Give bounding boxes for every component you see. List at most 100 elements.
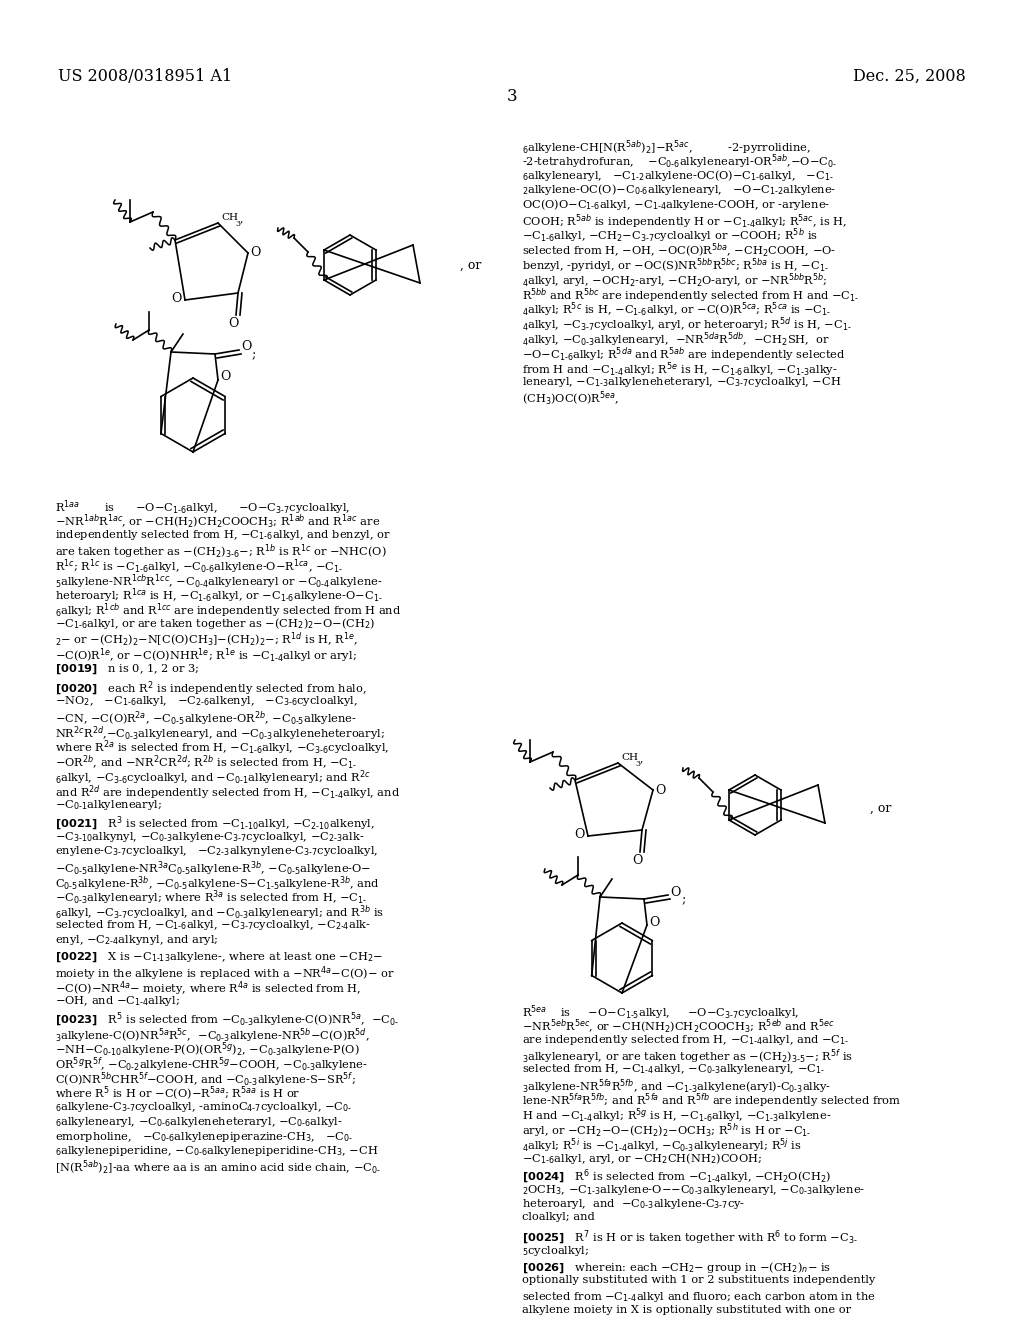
Text: $_6$alkylenearyl,   $-$C$_{1\text{-}2}$alkylene-OC(O)$-$C$_{1\text{-}6}$alkyl,  : $_6$alkylenearyl, $-$C$_{1\text{-}2}$alk…	[522, 168, 834, 182]
Text: lenearyl, $-$C$_{1\text{-}3}$alkyleneheteraryl, $-$C$_{3\text{-}7}$cycloalkyl, $: lenearyl, $-$C$_{1\text{-}3}$alkylenehet…	[522, 375, 842, 389]
Text: $_6$alkylene-C$_{3\text{-}7}$cycloalkyl, -aminoC$_{4\text{-}7}$cycloalkyl, $-$C$: $_6$alkylene-C$_{3\text{-}7}$cycloalkyl,…	[55, 1100, 352, 1114]
Text: (CH$_3$)OC(O)R$^{5ea}$,: (CH$_3$)OC(O)R$^{5ea}$,	[522, 389, 618, 408]
Text: selected from H, $-$C$_{1\text{-}6}$alkyl, $-$C$_{3\text{-}7}$cycloalkyl, $-$C$_: selected from H, $-$C$_{1\text{-}6}$alky…	[55, 919, 371, 932]
Text: enyl, $-$C$_{2\text{-}4}$alkynyl, and aryl;: enyl, $-$C$_{2\text{-}4}$alkynyl, and ar…	[55, 933, 218, 948]
Text: $-$NR$^{1ab}$R$^{1ac}$, or $-$CH(H$_2$)CH$_2$COOCH$_3$; R$^{1ab}$ and R$^{1ac}$ : $-$NR$^{1ab}$R$^{1ac}$, or $-$CH(H$_2$)C…	[55, 512, 380, 531]
Text: $-$C$_{1\text{-}6}$alkyl, aryl, or $-$CH$_2$CH(NH$_2$)COOH;: $-$C$_{1\text{-}6}$alkyl, aryl, or $-$CH…	[522, 1151, 762, 1166]
Text: $_5$cycloalkyl;: $_5$cycloalkyl;	[522, 1243, 589, 1258]
Text: $-$NR$^{5eb}$R$^{5ec}$, or $-$CH(NH$_2$)CH$_2$COOCH$_3$; R$^{5eb}$ and R$^{5ec}$: $-$NR$^{5eb}$R$^{5ec}$, or $-$CH(NH$_2$)…	[522, 1018, 835, 1036]
Text: $_4$alkyl, aryl, $-$OCH$_2$-aryl, $-$CH$_2$O-aryl, or $-$NR$^{5bb}$R$^{5b}$;: $_4$alkyl, aryl, $-$OCH$_2$-aryl, $-$CH$…	[522, 271, 827, 290]
Text: Dec. 25, 2008: Dec. 25, 2008	[853, 69, 966, 84]
Text: $\mathbf{[0020]}$   each R$^2$ is independently selected from halo,: $\mathbf{[0020]}$ each R$^2$ is independ…	[55, 680, 367, 698]
Text: $-$C(O)R$^{1e}$, or $-$C(O)NHR$^{1e}$; R$^{1e}$ is $-$C$_{1\text{-}4}$alkyl or a: $-$C(O)R$^{1e}$, or $-$C(O)NHR$^{1e}$; R…	[55, 645, 356, 664]
Text: $\mathbf{[0019]}$   n is 0, 1, 2 or 3;: $\mathbf{[0019]}$ n is 0, 1, 2 or 3;	[55, 663, 200, 676]
Text: O: O	[632, 854, 642, 867]
Text: $-$C(O)$-$NR$^{4a}$$-$ moiety, where R$^{4a}$ is selected from H,: $-$C(O)$-$NR$^{4a}$$-$ moiety, where R$^…	[55, 979, 361, 998]
Text: $\mathbf{[0022]}$   X is $-$C$_{1\text{-}13}$alkylene-, where at least one $-$CH: $\mathbf{[0022]}$ X is $-$C$_{1\text{-}1…	[55, 950, 383, 964]
Text: aryl, or $-$CH$_2$$-$O$-$(CH$_2$)$_2$$-$OCH$_3$; R$^{5h}$ is H or $-$C$_{1\text{: aryl, or $-$CH$_2$$-$O$-$(CH$_2$)$_2$$-$…	[522, 1122, 811, 1140]
Text: selected from $-$C$_{1\text{-}4}$alkyl and fluoro; each carbon atom in the: selected from $-$C$_{1\text{-}4}$alkyl a…	[522, 1290, 876, 1304]
Text: $\mathbf{[0024]}$   R$^6$ is selected from $-$C$_{1\text{-}4}$alkyl, $-$CH$_2$O(: $\mathbf{[0024]}$ R$^6$ is selected from…	[522, 1168, 831, 1185]
Text: 3: 3	[635, 760, 640, 768]
Text: selected from H, $-$C$_{1\text{-}4}$alkyl, $-$C$_{0\text{-}3}$alkylenearyl, $-$C: selected from H, $-$C$_{1\text{-}4}$alky…	[522, 1063, 825, 1076]
Text: heteroaryl,  and  $-$C$_{0\text{-}3}$alkylene-C$_{3\text{-}7}$cy-: heteroaryl, and $-$C$_{0\text{-}3}$alkyl…	[522, 1197, 745, 1212]
Text: selected from H, $-$OH, $-$OC(O)R$^{5ba}$, $-$CH$_2$COOH, $-$O-: selected from H, $-$OH, $-$OC(O)R$^{5ba}…	[522, 242, 837, 260]
Text: $_6$alkylenepiperidine, $-$C$_{0\text{-}6}$alkylenepiperidine-CH$_3$, $-$CH: $_6$alkylenepiperidine, $-$C$_{0\text{-}…	[55, 1144, 378, 1159]
Text: US 2008/0318951 A1: US 2008/0318951 A1	[58, 69, 232, 84]
Text: O: O	[250, 247, 260, 260]
Text: where R$^{2a}$ is selected from H, $-$C$_{1\text{-}6}$alkyl, $-$C$_{3\text{-}6}$: where R$^{2a}$ is selected from H, $-$C$…	[55, 739, 389, 758]
Text: $-$C$_{1\text{-}6}$alkyl, $-$CH$_2$$-$C$_{3\text{-}7}$cycloalkyl or $-$COOH; R$^: $-$C$_{1\text{-}6}$alkyl, $-$CH$_2$$-$C$…	[522, 227, 818, 246]
Text: OR$^{5g}$R$^{5f}$, $-$C$_{0\text{-}2}$alkylene-CHR$^{5g}$$-$COOH, $-$C$_{0\text{: OR$^{5g}$R$^{5f}$, $-$C$_{0\text{-}2}$al…	[55, 1056, 368, 1074]
Text: CH: CH	[621, 752, 638, 762]
Text: O: O	[655, 784, 666, 796]
Text: $_6$alkyl, $-$C$_{3\text{-}6}$cycloalkyl, and $-$C$_{0\text{-}1}$alkylenearyl; a: $_6$alkyl, $-$C$_{3\text{-}6}$cycloalkyl…	[55, 768, 371, 787]
Text: R$^{1aa}$       is      $-$O$-$C$_{1\text{-}6}$alkyl,      $-$O$-$C$_{3\text{-}7: R$^{1aa}$ is $-$O$-$C$_{1\text{-}6}$alky…	[55, 498, 350, 516]
Text: $_6$alkyl, $-$C$_{3\text{-}7}$cycloalkyl, and $-$C$_{0\text{-}3}$alkylenearyl; a: $_6$alkyl, $-$C$_{3\text{-}7}$cycloalkyl…	[55, 904, 384, 923]
Text: ,: ,	[240, 213, 244, 223]
Text: heteroaryl; R$^{1ca}$ is H, $-$C$_{1\text{-}6}$alkyl, or $-$C$_{1\text{-}6}$alky: heteroaryl; R$^{1ca}$ is H, $-$C$_{1\tex…	[55, 587, 383, 606]
Text: COOH; R$^{5ab}$ is independently H or $-$C$_{1\text{-}4}$alkyl; R$^{5ac}$, is H,: COOH; R$^{5ab}$ is independently H or $-…	[522, 213, 847, 231]
Text: $_4$alkyl, $-$C$_{3\text{-}7}$cycloalkyl, aryl, or heteroaryl; R$^{5d}$ is H, $-: $_4$alkyl, $-$C$_{3\text{-}7}$cycloalkyl…	[522, 315, 852, 334]
Text: $\mathbf{[0023]}$   R$^5$ is selected from $-$C$_{0\text{-}3}$alkylene-C(O)NR$^{: $\mathbf{[0023]}$ R$^5$ is selected from…	[55, 1011, 399, 1030]
Text: $-$C$_{0\text{-}1}$alkylenearyl;: $-$C$_{0\text{-}1}$alkylenearyl;	[55, 799, 162, 812]
Text: alkylene moiety in X is optionally substituted with one or: alkylene moiety in X is optionally subst…	[522, 1305, 851, 1315]
Text: R$^{1c}$; R$^{1c}$ is $-$C$_{1\text{-}6}$alkyl, $-$C$_{0\text{-}6}$alkylene-O$-$: R$^{1c}$; R$^{1c}$ is $-$C$_{1\text{-}6}…	[55, 557, 343, 576]
Text: NR$^{2c}$R$^{2d}$,$-$C$_{0\text{-}3}$alkylenearyl, and $-$C$_{0\text{-}3}$alkyle: NR$^{2c}$R$^{2d}$,$-$C$_{0\text{-}3}$alk…	[55, 723, 385, 743]
Text: $\mathbf{[0026]}$   wherein: each $-$CH$_2$$-$ group in $-$(CH$_2$)$_n$$-$ is: $\mathbf{[0026]}$ wherein: each $-$CH$_2…	[522, 1261, 831, 1275]
Text: -2-tetrahydrofuran,    $-$C$_{0\text{-}6}$alkylenearyl-OR$^{5ab}$,$-$O$-$C$_{0\t: -2-tetrahydrofuran, $-$C$_{0\text{-}6}$a…	[522, 153, 837, 172]
Text: O: O	[171, 292, 181, 305]
Text: $_3$alkylene-C(O)NR$^{5a}$R$^{5c}$,  $-$C$_{0\text{-}3}$alkylene-NR$^{5b}$$-$C(O: $_3$alkylene-C(O)NR$^{5a}$R$^{5c}$, $-$C…	[55, 1026, 370, 1044]
Text: $_4$alkyl; R$^{5c}$ is H, $-$C$_{1\text{-}6}$alkyl, or $-$C(O)R$^{5ca}$; R$^{5ca: $_4$alkyl; R$^{5c}$ is H, $-$C$_{1\text{…	[522, 301, 831, 319]
Text: [N(R$^{5ab}$)$_2$]-aa where aa is an amino acid side chain, $-$C$_{0\text{-}}$: [N(R$^{5ab}$)$_2$]-aa where aa is an ami…	[55, 1159, 381, 1177]
Text: , or: , or	[870, 801, 891, 814]
Text: O: O	[241, 341, 251, 354]
Text: O: O	[574, 828, 585, 841]
Text: O: O	[220, 371, 230, 384]
Text: cloalkyl; and: cloalkyl; and	[522, 1212, 595, 1222]
Text: $_5$alkylene-NR$^{1cb}$R$^{1cc}$, $-$C$_{0\text{-}4}$alkylenearyl or $-$C$_{0\te: $_5$alkylene-NR$^{1cb}$R$^{1cc}$, $-$C$_…	[55, 572, 383, 590]
Text: $_3$alkylene-NR$^{5fa}$R$^{5fb}$, and $-$C$_{1\text{-}3}$alkylene(aryl)-C$_{0\te: $_3$alkylene-NR$^{5fa}$R$^{5fb}$, and $-…	[522, 1077, 831, 1096]
Text: $\mathbf{[0021]}$   R$^3$ is selected from $-$C$_{1\text{-}10}$alkyl, $-$C$_{2\t: $\mathbf{[0021]}$ R$^3$ is selected from…	[55, 814, 375, 833]
Text: $\mathbf{[0025]}$   R$^7$ is H or is taken together with R$^6$ to form $-$C$_{3\: $\mathbf{[0025]}$ R$^7$ is H or is taken…	[522, 1229, 857, 1247]
Text: $_3$alkylenearyl, or are taken together as $-$(CH$_2$)$_{3\text{-}5}$$-$; R$^{5f: $_3$alkylenearyl, or are taken together …	[522, 1047, 853, 1067]
Text: $-$O$-$C$_{1\text{-}6}$alkyl; R$^{5da}$ and R$^{5ab}$ are independently selected: $-$O$-$C$_{1\text{-}6}$alkyl; R$^{5da}$ …	[522, 346, 846, 364]
Text: $-$CN, $-$C(O)R$^{2a}$, $-$C$_{0\text{-}5}$alkylene-OR$^{2b}$, $-$C$_{0\text{-}5: $-$CN, $-$C(O)R$^{2a}$, $-$C$_{0\text{-}…	[55, 709, 356, 727]
Text: independently selected from H, $-$C$_{1\text{-}6}$alkyl, and benzyl, or: independently selected from H, $-$C$_{1\…	[55, 528, 390, 541]
Text: $-$OH, and $-$C$_{1\text{-}4}$alkyl;: $-$OH, and $-$C$_{1\text{-}4}$alkyl;	[55, 994, 180, 1008]
Text: 3: 3	[234, 220, 240, 228]
Text: $-$OR$^{2b}$, and $-$NR$^2$CR$^{2d}$; R$^{2b}$ is selected from H, $-$C$_{1\text: $-$OR$^{2b}$, and $-$NR$^2$CR$^{2d}$; R$…	[55, 754, 357, 772]
Text: R$^{5bb}$ and R$^{5bc}$ are independently selected from H and $-$C$_{1\text{-}}$: R$^{5bb}$ and R$^{5bc}$ are independentl…	[522, 286, 859, 305]
Text: and R$^{2d}$ are independently selected from H, $-$C$_{1\text{-}4}$alkyl, and: and R$^{2d}$ are independently selected …	[55, 783, 400, 801]
Text: $-$C$_{0\text{-}3}$alkylenearyl; where R$^{3a}$ is selected from H, $-$C$_{1\tex: $-$C$_{0\text{-}3}$alkylenearyl; where R…	[55, 888, 368, 907]
Text: benzyl, -pyridyl, or $-$OC(S)NR$^{5bb}$R$^{5bc}$; R$^{5ba}$ is H, $-$C$_{1\text{: benzyl, -pyridyl, or $-$OC(S)NR$^{5bb}$R…	[522, 256, 828, 275]
Text: $-$NO$_2$,   $-$C$_{1\text{-}6}$alkyl,   $-$C$_{2\text{-}6}$alkenyl,   $-$C$_{3\: $-$NO$_2$, $-$C$_{1\text{-}6}$alkyl, $-$…	[55, 694, 358, 709]
Text: enylene-C$_{3\text{-}7}$cycloalkyl,   $-$C$_{2\text{-}3}$alkynylene-C$_{3\text{-: enylene-C$_{3\text{-}7}$cycloalkyl, $-$C…	[55, 845, 379, 858]
Text: C(O)NR$^{5b}$CHR$^{5f}$$-$COOH, and $-$C$_{0\text{-}3}$alkylene-S$-$SR$^{5f}$;: C(O)NR$^{5b}$CHR$^{5f}$$-$COOH, and $-$C…	[55, 1071, 355, 1089]
Text: where R$^5$ is H or $-$C(O)$-$R$^{5aa}$; R$^{5aa}$ is H or: where R$^5$ is H or $-$C(O)$-$R$^{5aa}$;…	[55, 1085, 300, 1104]
Text: $_6$alkylene-CH[N(R$^{5ab}$)$_2$]$-$R$^{5ac}$,          -2-pyrrolidine,: $_6$alkylene-CH[N(R$^{5ab}$)$_2$]$-$R$^{…	[522, 139, 811, 157]
Text: O: O	[227, 317, 239, 330]
Text: $-$C$_{0\text{-}5}$alkylene-NR$^{3a}$C$_{0\text{-}5}$alkylene-R$^{3b}$, $-$C$_{0: $-$C$_{0\text{-}5}$alkylene-NR$^{3a}$C$_…	[55, 859, 372, 878]
Text: ,: ,	[640, 752, 643, 763]
Text: $-$C$_{3\text{-}10}$alkynyl, $-$C$_{0\text{-}3}$alkylene-C$_{3\text{-}7}$cycloal: $-$C$_{3\text{-}10}$alkynyl, $-$C$_{0\te…	[55, 829, 365, 843]
Text: $_6$alkyl; R$^{1cb}$ and R$^{1cc}$ are independently selected from H and: $_6$alkyl; R$^{1cb}$ and R$^{1cc}$ are i…	[55, 602, 401, 620]
Text: CH: CH	[221, 213, 238, 222]
Text: are independently selected from H, $-$C$_{1\text{-}4}$alkyl, and $-$C$_{1\text{-: are independently selected from H, $-$C$…	[522, 1032, 849, 1047]
Text: 3: 3	[507, 88, 517, 106]
Text: , or: , or	[460, 259, 481, 272]
Text: $_2$$-$ or $-$(CH$_2$)$_2$$-$N[C(O)CH$_3$]$-$(CH$_2$)$_2$$-$; R$^{1d}$ is H, R$^: $_2$$-$ or $-$(CH$_2$)$_2$$-$N[C(O)CH$_3…	[55, 631, 358, 649]
Text: O: O	[670, 886, 680, 899]
Text: moiety in the alkylene is replaced with a $-$NR$^{4a}$$-$C(O)$-$ or: moiety in the alkylene is replaced with …	[55, 965, 394, 983]
Text: $_6$alkylenearyl, $-$C$_{0\text{-}6}$alkyleneheteraryl, $-$C$_{0\text{-}6}$alkyl: $_6$alkylenearyl, $-$C$_{0\text{-}6}$alk…	[55, 1115, 343, 1129]
Text: $_4$alkyl; R$^{5i}$ is $-$C$_{1\text{-}4}$alkyl, $-$C$_{0\text{-}3}$alkylenearyl: $_4$alkyl; R$^{5i}$ is $-$C$_{1\text{-}4…	[522, 1137, 802, 1155]
Text: lene-NR$^{5fa}$R$^{5fb}$; and R$^{5fa}$ and R$^{5fb}$ are independently selected: lene-NR$^{5fa}$R$^{5fb}$; and R$^{5fa}$ …	[522, 1092, 901, 1110]
Text: emorpholine,   $-$C$_{0\text{-}6}$alkylenepiperazine-CH$_3$,   $-$C$_{0\text{-}}: emorpholine, $-$C$_{0\text{-}6}$alkylene…	[55, 1130, 353, 1143]
Text: OC(O)O$-$C$_{1\text{-}6}$alkyl, $-$C$_{1\text{-}4}$alkylene-COOH, or -arylene-: OC(O)O$-$C$_{1\text{-}6}$alkyl, $-$C$_{1…	[522, 197, 830, 213]
Text: ;: ;	[252, 348, 256, 362]
Text: C$_{0\text{-}5}$alkylene-R$^{3b}$, $-$C$_{0\text{-}5}$alkylene-S$-$C$_{1\text{-}: C$_{0\text{-}5}$alkylene-R$^{3b}$, $-$C$…	[55, 874, 380, 892]
Text: from H and $-$C$_{1\text{-}4}$alkyl; R$^{5e}$ is H, $-$C$_{1\text{-}6}$alkyl, $-: from H and $-$C$_{1\text{-}4}$alkyl; R$^…	[522, 360, 838, 379]
Text: H and $-$C$_{1\text{-}4}$alkyl; R$^{5g}$ is H, $-$C$_{1\text{-}6}$alkyl, $-$C$_{: H and $-$C$_{1\text{-}4}$alkyl; R$^{5g}$…	[522, 1106, 831, 1125]
Text: $_2$OCH$_3$, $-$C$_{1\text{-}3}$alkylene-O$-$$-$C$_{0\text{-}3}$alkylenearyl, $-: $_2$OCH$_3$, $-$C$_{1\text{-}3}$alkylene…	[522, 1183, 865, 1197]
Text: $_4$alkyl, $-$C$_{0\text{-}3}$alkylenearyl,  $-$NR$^{5da}$R$^{5db}$,  $-$CH$_2$S: $_4$alkyl, $-$C$_{0\text{-}3}$alkylenear…	[522, 330, 829, 348]
Text: O: O	[649, 916, 659, 928]
